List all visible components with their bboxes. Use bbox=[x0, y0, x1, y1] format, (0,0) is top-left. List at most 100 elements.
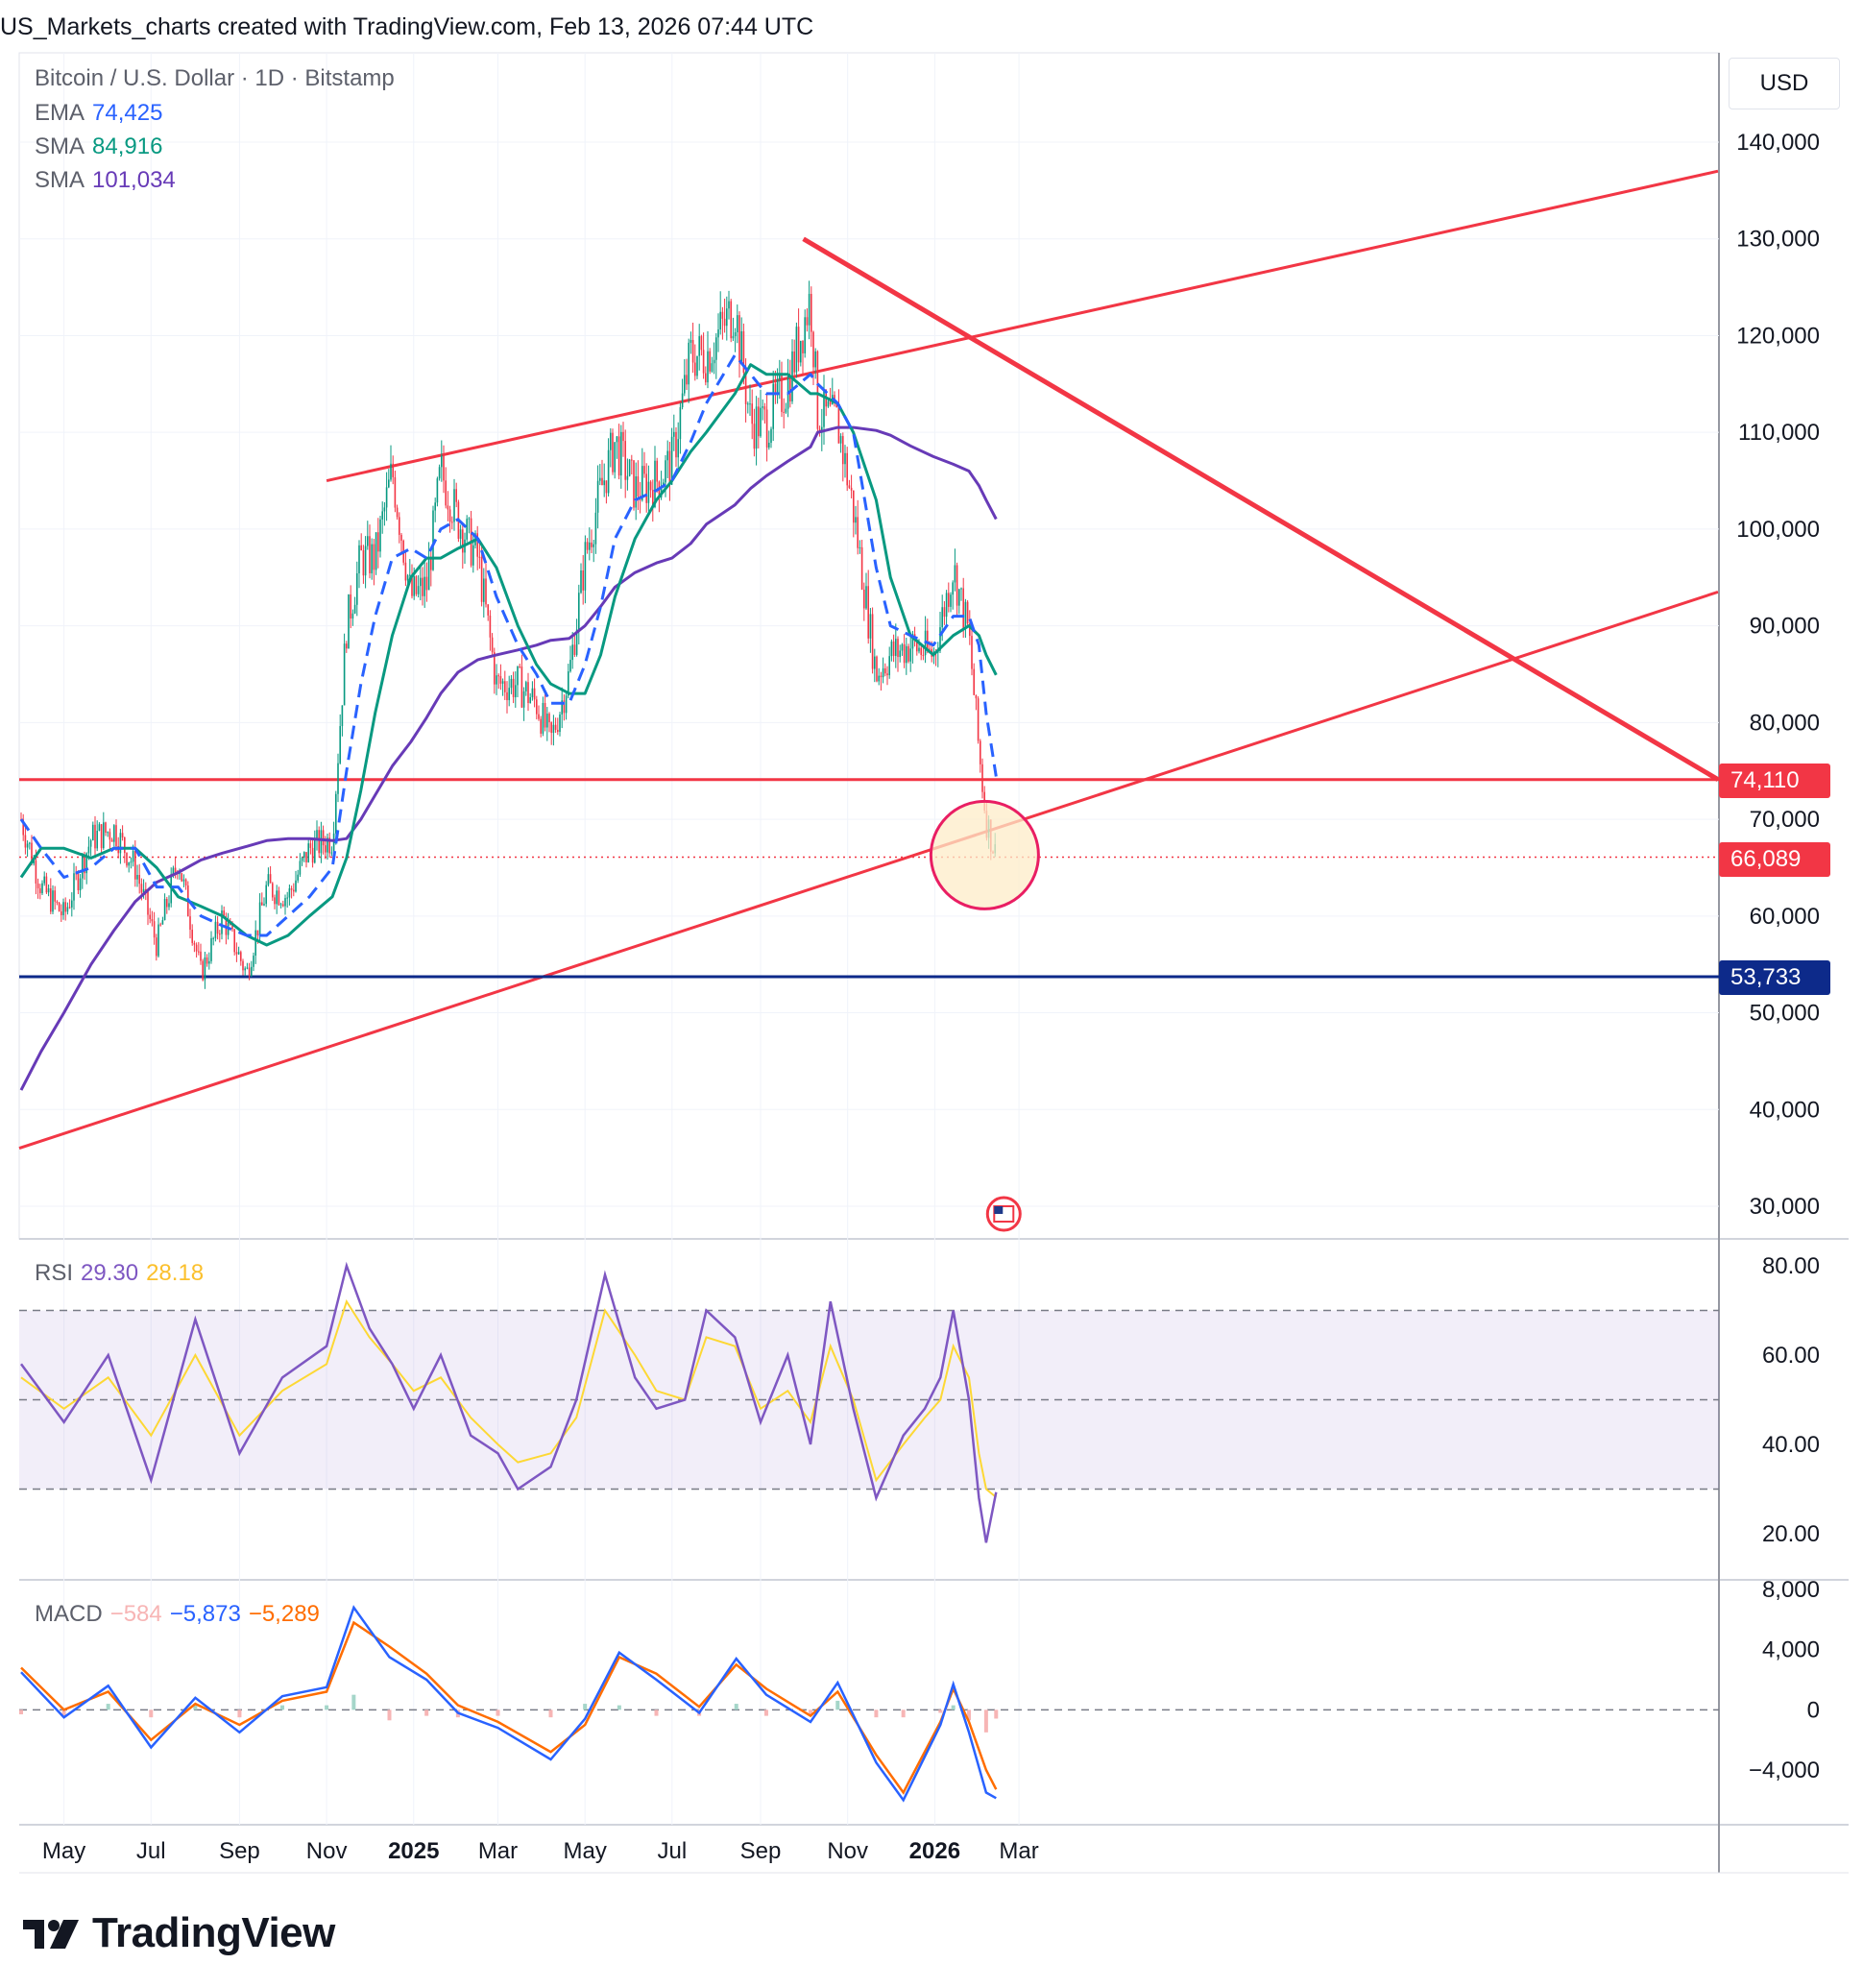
candle-body bbox=[622, 431, 624, 442]
candle-body bbox=[438, 467, 441, 479]
macd-histogram-bar bbox=[654, 1709, 659, 1716]
candle-body bbox=[709, 351, 711, 372]
candle-body bbox=[487, 604, 489, 616]
candle-body bbox=[36, 883, 39, 888]
candle-body bbox=[578, 593, 580, 630]
candle-body bbox=[666, 450, 668, 461]
candle-body bbox=[865, 586, 867, 609]
candle-body bbox=[253, 956, 254, 967]
candle-body bbox=[589, 542, 591, 550]
candle-body bbox=[43, 876, 45, 884]
candle-body bbox=[895, 639, 897, 656]
candle-body bbox=[425, 576, 428, 591]
tradingview-logo[interactable]: TradingView bbox=[23, 1909, 335, 1957]
candle-body bbox=[869, 614, 872, 639]
candle-body bbox=[876, 656, 878, 682]
candle-body bbox=[267, 874, 270, 885]
candle-body bbox=[339, 726, 341, 764]
time-axis-tick-label: Nov bbox=[827, 1838, 868, 1864]
candle-body bbox=[235, 952, 238, 955]
candle-body bbox=[943, 607, 946, 618]
candle-body bbox=[272, 883, 274, 898]
candle-body bbox=[569, 660, 571, 672]
macd-histogram-bar bbox=[967, 1709, 972, 1721]
candle-body bbox=[404, 562, 407, 581]
currency-button[interactable]: USD bbox=[1729, 58, 1840, 109]
candle-body bbox=[301, 858, 303, 861]
candle-body bbox=[719, 311, 721, 330]
candle-body bbox=[612, 432, 614, 473]
time-axis-tick-label: May bbox=[563, 1838, 606, 1864]
candle-body bbox=[240, 952, 242, 961]
candle-body bbox=[740, 330, 742, 362]
candle-body bbox=[107, 832, 109, 834]
tradingview-logo-text: TradingView bbox=[92, 1909, 335, 1956]
candle-body bbox=[643, 466, 645, 474]
time-axis-tick-label: Mar bbox=[478, 1838, 518, 1864]
candle-body bbox=[948, 593, 950, 607]
ema-legend: EMA 74,425 bbox=[35, 100, 162, 127]
candle-body bbox=[64, 902, 66, 912]
candle-body bbox=[855, 517, 857, 523]
candle-body bbox=[299, 861, 302, 875]
candle-body bbox=[451, 521, 453, 523]
candle-body bbox=[973, 668, 975, 695]
candle-body bbox=[561, 700, 563, 715]
rsi-ma-line bbox=[20, 1298, 997, 1498]
candle-body bbox=[82, 856, 84, 879]
candle-body bbox=[647, 481, 650, 503]
candle-body bbox=[455, 489, 457, 502]
candle-body bbox=[538, 714, 540, 719]
price-axis-tick-label: 110,000 bbox=[1738, 420, 1820, 446]
candle-body bbox=[903, 643, 906, 664]
candle-body bbox=[515, 685, 517, 697]
candle-body bbox=[591, 542, 593, 547]
candle-body bbox=[360, 545, 362, 551]
candle-body bbox=[797, 327, 800, 363]
candle-body bbox=[892, 641, 895, 656]
candle-body bbox=[837, 406, 840, 444]
candle-body bbox=[884, 667, 886, 674]
candle-body bbox=[772, 383, 774, 429]
candle-body bbox=[954, 565, 956, 583]
candle-body bbox=[614, 442, 616, 473]
candle-body bbox=[517, 666, 519, 686]
candle-body bbox=[276, 890, 278, 905]
candle-body bbox=[332, 833, 335, 853]
candle-body bbox=[411, 574, 413, 596]
candle-body bbox=[388, 479, 390, 488]
candle-body bbox=[688, 342, 690, 385]
price-axis-tick-label: 30,000 bbox=[1750, 1194, 1820, 1220]
sma50-label: SMA bbox=[35, 133, 85, 159]
macd-histogram-bar bbox=[424, 1709, 429, 1716]
candle-body bbox=[776, 378, 779, 393]
candle-body bbox=[453, 489, 455, 522]
candle-body bbox=[35, 860, 37, 884]
candle-body bbox=[941, 607, 943, 628]
price-axis-tick-label: 50,000 bbox=[1750, 1001, 1820, 1027]
candle-body bbox=[721, 311, 724, 319]
candle-body bbox=[860, 546, 863, 590]
candle-body bbox=[430, 558, 432, 570]
candle-body bbox=[698, 336, 700, 356]
resistance-price-badge: 74,110 bbox=[1719, 764, 1830, 798]
candle-body bbox=[413, 576, 415, 596]
candle-body bbox=[45, 876, 48, 893]
candle-body bbox=[254, 930, 256, 957]
candle-body bbox=[781, 375, 783, 412]
candle-body bbox=[381, 511, 383, 520]
candle-body bbox=[489, 615, 492, 638]
candle-body bbox=[126, 853, 128, 866]
candle-body bbox=[839, 436, 842, 444]
price-axis-tick-label: 70,000 bbox=[1750, 807, 1820, 833]
currency-label: USD bbox=[1759, 70, 1809, 96]
candle-body bbox=[367, 536, 369, 546]
candle-body bbox=[911, 634, 914, 649]
candle-body bbox=[151, 919, 154, 922]
candle-body bbox=[575, 629, 578, 655]
candle-body bbox=[501, 681, 504, 684]
candle-body bbox=[110, 839, 113, 842]
macd-line bbox=[20, 1605, 997, 1803]
price-axis-tick-label: 80,000 bbox=[1750, 710, 1820, 736]
